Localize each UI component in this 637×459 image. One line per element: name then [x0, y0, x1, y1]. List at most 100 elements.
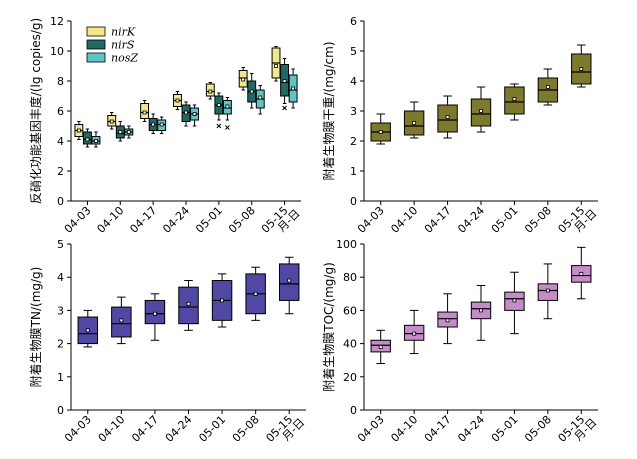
box-nirS-05-08 — [247, 73, 257, 109]
y-tick-label: 0 — [350, 404, 357, 417]
mean-marker — [291, 86, 296, 91]
mean-marker — [220, 298, 224, 303]
box-nosZ-05-08 — [255, 85, 265, 115]
box-series-05-01 — [504, 271, 525, 335]
box-nosZ-04-24 — [190, 104, 199, 127]
mean-marker — [159, 122, 164, 127]
outlier-marker — [225, 125, 230, 130]
mean-marker — [175, 98, 180, 103]
y-tick-label: 5 — [350, 45, 357, 58]
box-nirK-04-17 — [140, 100, 150, 122]
outlier-marker — [216, 123, 222, 129]
x-tick-label: 05-01 — [489, 204, 521, 236]
legend-label: nosZ — [111, 52, 138, 65]
outlier-stroke — [216, 123, 222, 129]
mean-marker — [258, 95, 263, 100]
y-tick-label: 4 — [57, 271, 64, 284]
x-tick-label: 05-08 — [226, 204, 258, 236]
x-tick-label: 04-24 — [455, 204, 487, 236]
legend-item-nosZ: nosZ — [86, 52, 138, 65]
y-axis-label: 附着生物膜干重/(mg/cm) — [321, 41, 336, 180]
x-tick-label: 04-03 — [62, 204, 94, 236]
box-nirS-04-17 — [148, 113, 158, 134]
legend-label: nirK — [111, 26, 136, 39]
box-series-05-01 — [211, 273, 233, 328]
box-nirK-04-10 — [107, 112, 117, 130]
y-axis-label: 附着生物膜TOC/(mg/g) — [321, 262, 336, 392]
mean-marker — [119, 318, 124, 323]
legend-item-nirS: nirS — [86, 39, 135, 52]
x-tick-label: 05-08 — [230, 413, 262, 445]
mean-marker — [579, 271, 584, 276]
box-nirK-04-24 — [173, 91, 182, 110]
y-tick-label: 1 — [350, 165, 357, 178]
mean-marker — [85, 328, 90, 333]
box-series-05-01 — [504, 83, 525, 121]
legend-swatch — [86, 26, 106, 37]
box-series-05-15 — [278, 256, 300, 315]
box-series-04-03 — [77, 309, 99, 348]
x-tick-label: 04-10 — [95, 204, 127, 236]
x-tick-label: 05-08 — [522, 204, 554, 236]
box-series-04-17 — [437, 293, 458, 345]
box-series-05-08 — [537, 68, 559, 106]
y-tick-label: 2 — [57, 338, 64, 351]
mean-marker — [412, 331, 417, 336]
mean-marker — [126, 130, 131, 134]
box-nirS-05-01 — [214, 92, 224, 129]
x-tick-label: 04-10 — [96, 413, 128, 445]
y-tick-label: 3 — [350, 105, 357, 118]
x-tick-label: 04-24 — [160, 204, 192, 236]
x-tick-label: 04-17 — [422, 204, 454, 236]
mean-marker — [274, 64, 278, 68]
mean-marker — [579, 67, 584, 71]
box-series-05-15 — [571, 246, 592, 300]
box-nirS-05-15 — [280, 58, 290, 111]
y-tick-label: 2 — [57, 165, 64, 178]
x-tick-label: 05-08 — [522, 413, 554, 445]
mean-marker — [184, 110, 188, 115]
box-series-04-24 — [470, 86, 492, 133]
y-tick-label: 40 — [343, 338, 357, 351]
y-tick-label: 4 — [57, 135, 64, 148]
box-series-05-08 — [245, 266, 266, 321]
x-tick-label: 04-17 — [127, 204, 159, 236]
mean-marker — [249, 89, 254, 94]
mean-marker — [85, 137, 90, 142]
y-tick-label: 0 — [350, 195, 357, 208]
outlier-stroke — [225, 125, 230, 130]
mean-marker — [151, 122, 156, 127]
box-series-04-17 — [437, 95, 458, 139]
y-tick-label: 6 — [350, 15, 357, 28]
box-nirS-04-10 — [115, 121, 125, 142]
mean-marker — [216, 103, 221, 107]
mean-marker — [253, 291, 258, 296]
y-tick-label: 6 — [57, 105, 64, 118]
x-tick-label: 04-17 — [422, 413, 454, 445]
x-tick-label: 04-24 — [163, 413, 195, 445]
mean-marker — [479, 109, 483, 113]
box-series-04-17 — [144, 293, 166, 341]
mean-marker — [109, 119, 114, 124]
legend-label: nirS — [111, 39, 135, 52]
box-series-05-08 — [537, 263, 559, 320]
legend-item-nirK: nirK — [86, 26, 136, 39]
chart-panel-4: 0 20 40 60 80 100 04-03 04-10 04-17 04-24 05-01 05-… — [321, 238, 599, 445]
outlier-stroke — [282, 105, 287, 111]
x-tick-label: 04-17 — [129, 413, 161, 445]
mean-marker — [192, 112, 197, 116]
mean-marker — [118, 130, 123, 134]
box-nosZ-04-17 — [157, 116, 167, 134]
x-tick-label: 04-24 — [455, 413, 487, 445]
box-nirK-05-01 — [205, 82, 215, 100]
box-nirK-04-03 — [74, 121, 84, 140]
y-tick-label: 20 — [343, 371, 357, 384]
x-tick-label: 04-10 — [388, 204, 420, 236]
mean-marker — [153, 311, 157, 316]
x-tick-label: 04-03 — [62, 413, 94, 445]
mean-marker — [412, 121, 417, 125]
box-series-04-10 — [111, 296, 132, 345]
mean-marker — [287, 278, 292, 283]
